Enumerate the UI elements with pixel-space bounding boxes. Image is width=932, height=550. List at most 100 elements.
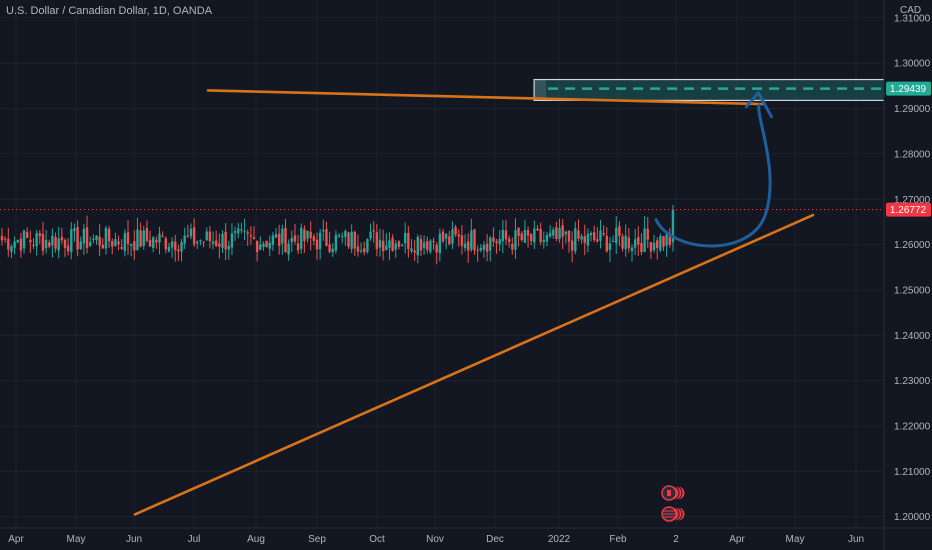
candle-body <box>322 230 325 232</box>
candle-body <box>281 228 284 244</box>
candle-body <box>665 234 668 246</box>
candle-body <box>656 240 659 248</box>
candle-body <box>353 231 356 249</box>
candle-body <box>630 247 634 251</box>
candle-body <box>70 229 73 253</box>
candle-body <box>192 227 196 245</box>
candle-body <box>608 243 612 250</box>
candle-body <box>476 250 479 252</box>
candle-body <box>470 230 473 250</box>
x-tick-label: 2 <box>673 534 679 545</box>
candle-body <box>104 227 108 249</box>
projection-arrow-curve[interactable] <box>654 103 772 248</box>
candle-body <box>548 232 552 237</box>
candle-body <box>618 226 621 237</box>
candle-body <box>170 241 174 248</box>
candle-body <box>205 231 208 241</box>
candle-body <box>438 233 442 254</box>
candle-body <box>463 243 467 249</box>
candle-body <box>407 232 410 250</box>
candle-body <box>199 240 202 242</box>
target-zone <box>533 78 887 101</box>
candle-body <box>167 246 171 252</box>
candle-body <box>404 232 407 244</box>
trendline-resistance[interactable] <box>206 89 765 106</box>
candle-body <box>498 239 501 245</box>
candle-body <box>495 241 498 244</box>
time-axis[interactable] <box>0 528 932 550</box>
candle-body <box>126 232 130 244</box>
candle-body <box>429 240 432 252</box>
candle-body <box>561 225 564 237</box>
current-price-badge-text: 1.26772 <box>890 205 927 216</box>
event-markers[interactable] <box>661 485 686 522</box>
candle-body <box>545 235 549 242</box>
candle-body <box>567 230 571 242</box>
x-tick-label: Jun <box>126 534 142 545</box>
candle-body <box>32 244 35 246</box>
x-tick-label: Apr <box>8 534 24 545</box>
candle-body <box>290 237 293 243</box>
x-tick-label: Sep <box>308 534 326 545</box>
candle-body <box>586 233 590 246</box>
candle-body <box>271 235 275 245</box>
candle-body <box>259 244 262 250</box>
candle-body <box>158 233 161 243</box>
candle-body <box>145 228 149 241</box>
candle-body <box>363 248 366 253</box>
chart-title: U.S. Dollar / Canadian Dollar, 1D, OANDA <box>6 5 213 17</box>
candle-body <box>460 235 464 246</box>
candle-body <box>652 242 656 251</box>
candle-body <box>328 244 331 252</box>
candle-body <box>117 241 120 245</box>
x-tick-label: Jul <box>188 534 201 545</box>
candle-body <box>13 241 16 248</box>
candle-body <box>148 239 152 247</box>
candle-body <box>325 229 328 246</box>
candle-body <box>63 239 67 249</box>
candle-body <box>29 239 32 243</box>
candle-body <box>385 245 388 251</box>
trendlines[interactable] <box>133 89 815 516</box>
candle-body <box>189 228 193 237</box>
candle-body <box>347 232 350 247</box>
candle-body <box>381 240 385 252</box>
candle-body <box>196 241 199 244</box>
candle-body <box>344 230 347 237</box>
candle-body <box>501 229 505 242</box>
candle-body <box>268 242 271 249</box>
candles <box>0 204 884 265</box>
candle-body <box>296 243 300 251</box>
candle-body <box>359 250 363 252</box>
candle-body <box>44 240 48 249</box>
x-tick-label: Oct <box>369 534 385 545</box>
candle-body <box>517 227 520 237</box>
candle-body <box>564 231 568 235</box>
target-zone-box[interactable] <box>533 78 887 101</box>
trendline-support[interactable] <box>133 213 815 516</box>
candle-body <box>372 230 375 232</box>
candle-body <box>26 232 29 238</box>
candle-body <box>152 237 155 249</box>
projection-arrow[interactable] <box>654 91 773 248</box>
maple-leaf-icon <box>667 490 671 496</box>
candle-body <box>523 229 527 243</box>
candle-body <box>426 241 429 250</box>
candle-body <box>602 233 605 235</box>
candle-body <box>221 233 224 249</box>
candle-body <box>482 244 486 250</box>
candle-body <box>341 236 344 238</box>
candle-body <box>350 231 353 250</box>
price-badges: 1.29439 1.26772 <box>886 81 931 217</box>
candle-body <box>369 231 372 239</box>
candle-body <box>22 230 26 249</box>
candle-body <box>202 241 205 243</box>
target-zone-handle[interactable] <box>534 79 547 101</box>
candle-body <box>539 228 542 243</box>
chart-grid <box>0 0 884 528</box>
candle-body <box>621 236 624 249</box>
candle-body <box>640 243 643 252</box>
candle-body <box>514 230 517 250</box>
